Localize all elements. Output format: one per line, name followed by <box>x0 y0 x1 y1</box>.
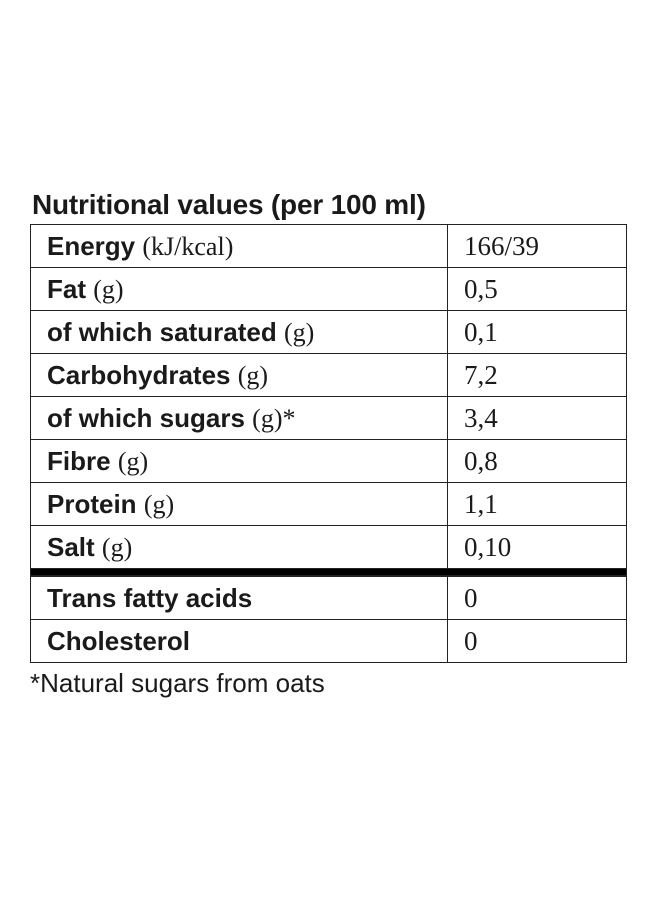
nutrient-unit: (g) <box>101 532 133 562</box>
table-row: Fat (g) 0,5 <box>30 267 627 311</box>
nutrient-unit: (g) <box>283 317 315 347</box>
table-row: of which sugars (g)* 3,4 <box>30 396 627 440</box>
row-label: Fibre (g) <box>30 439 448 483</box>
nutrient-value: 3,4 <box>447 396 627 440</box>
table-row: Fibre (g) 0,8 <box>30 439 627 483</box>
row-label: Carbohydrates (g) <box>30 353 448 397</box>
nutrient-name: Salt <box>47 531 95 562</box>
table-row: Protein (g) 1,1 <box>30 482 627 526</box>
row-label: Cholesterol <box>30 619 448 663</box>
nutrition-panel: Nutritional values (per 100 ml) Energy (… <box>30 188 627 699</box>
nutrient-value: 1,1 <box>447 482 627 526</box>
nutrient-value: 0,5 <box>447 267 627 311</box>
thick-divider <box>30 568 627 577</box>
footnote: *Natural sugars from oats <box>30 668 325 698</box>
nutrient-name: Trans fatty acids <box>47 583 253 613</box>
nutrient-suffix: * <box>282 403 296 433</box>
nutrient-name: of which saturated <box>47 316 277 347</box>
table-row: Salt (g) 0,10 <box>30 525 627 569</box>
row-label: Energy (kJ/kcal) <box>30 224 448 268</box>
nutrient-value: 0,1 <box>447 310 627 354</box>
nutrition-table-body: Energy (kJ/kcal) 166/39 Fat (g) 0,5 of w… <box>30 224 627 663</box>
table-row: Cholesterol 0 <box>30 619 627 663</box>
nutrient-value: 7,2 <box>447 353 627 397</box>
nutrient-name: Cholesterol <box>47 626 191 656</box>
nutrient-unit: (kJ/kcal) <box>142 231 234 261</box>
nutrient-name: Protein <box>47 488 137 519</box>
row-label: of which sugars (g)* <box>30 396 448 440</box>
row-label: of which saturated (g) <box>30 310 448 354</box>
nutrient-unit: (g) <box>143 489 175 519</box>
table-row: Carbohydrates (g) 7,2 <box>30 353 627 397</box>
nutrient-name: Fat <box>47 273 86 304</box>
table-title: Nutritional values (per 100 ml) <box>32 189 426 220</box>
nutrient-value: 166/39 <box>447 224 627 268</box>
nutrient-name: Carbohydrates <box>47 359 231 390</box>
nutrient-unit: (g) <box>93 274 124 304</box>
nutrient-value: 0,10 <box>447 525 627 569</box>
table-row: Trans fatty acids 0 <box>30 575 627 620</box>
row-label: Salt (g) <box>30 525 448 569</box>
table-row: of which saturated (g) 0,1 <box>30 310 627 354</box>
nutrient-name: Fibre <box>47 445 111 476</box>
nutrient-value: 0,8 <box>447 439 627 483</box>
table-row: Energy (kJ/kcal) 166/39 <box>30 224 627 268</box>
nutrient-unit: (g) <box>117 446 149 476</box>
nutrient-unit: (g) <box>237 360 269 390</box>
nutrient-unit: (g) <box>252 403 283 433</box>
nutrition-table: Energy (kJ/kcal) 166/39 Fat (g) 0,5 of w… <box>30 224 627 663</box>
divider-bar <box>30 568 627 577</box>
nutrient-name: of which sugars <box>47 402 245 433</box>
nutrient-value: 0 <box>447 575 627 620</box>
row-label: Protein (g) <box>30 482 448 526</box>
row-label: Fat (g) <box>30 267 448 311</box>
nutrient-name: Energy <box>47 230 136 261</box>
row-label: Trans fatty acids <box>30 575 448 620</box>
nutrient-value: 0 <box>447 619 627 663</box>
